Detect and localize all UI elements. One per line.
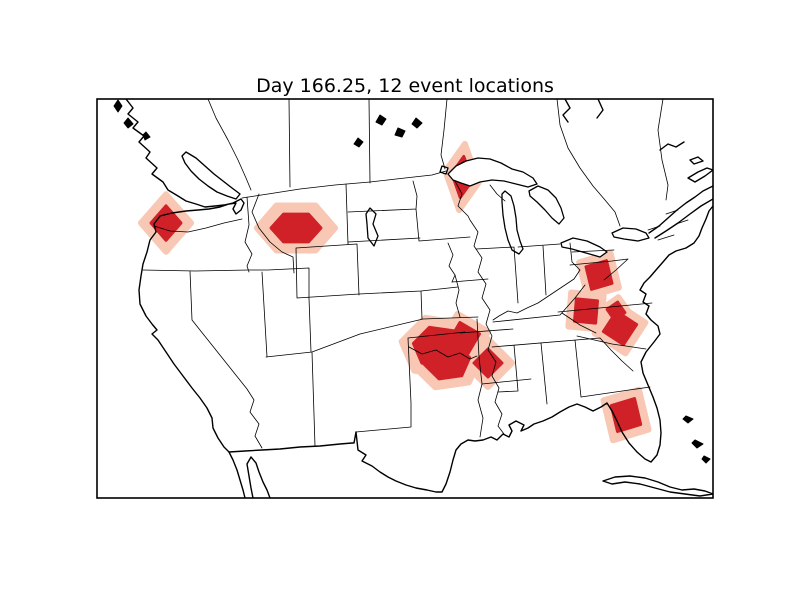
cuba: [602, 475, 713, 497]
state-border-layer: [142, 180, 689, 449]
canada-border-layer: [207, 99, 669, 227]
lake-superior: [447, 157, 538, 188]
lake-michigan: [501, 190, 524, 255]
vancouver-island: [181, 151, 241, 200]
lake-winnipeg: [365, 207, 379, 247]
lake-of-the-woods: [439, 165, 449, 175]
west-gulf-east-coastline: [125, 99, 246, 498]
event-oklahoma-northeast-marker: [447, 321, 481, 355]
ontario-lakes-islets: [353, 114, 423, 148]
bahamas-islets: [682, 415, 711, 464]
province-borders: [207, 99, 669, 227]
plot-frame: [96, 98, 714, 499]
bc-islets: [113, 99, 151, 141]
great-lakes-layer: [365, 157, 650, 258]
midwest-east-state-borders: [475, 184, 689, 405]
plains-state-borders: [353, 180, 532, 444]
plot-title: Day 166.25, 12 event locations: [256, 75, 554, 97]
st-lawrence-river: [648, 185, 713, 239]
lake-erie: [560, 237, 608, 258]
event-florida-marker: [609, 397, 643, 433]
event-core-layer: [149, 155, 643, 433]
us-canada-border: [241, 170, 447, 199]
lake-ontario: [611, 227, 650, 242]
event-montana-marker: [269, 212, 323, 244]
coastline-layer: [113, 99, 713, 498]
maritimes-coast: [562, 99, 713, 183]
event-west-north-carolina-marker: [573, 297, 599, 325]
mexico-border-gulf-atlantic-coastline: [228, 205, 713, 493]
western-state-borders: [142, 180, 479, 449]
lake-huron: [528, 185, 565, 225]
baja-gulf-of-california: [246, 456, 271, 498]
event-pacific-northwest-marker: [149, 204, 183, 242]
event-virginia-marker: [584, 259, 614, 291]
event-east-north-carolina-marker: [601, 309, 639, 347]
